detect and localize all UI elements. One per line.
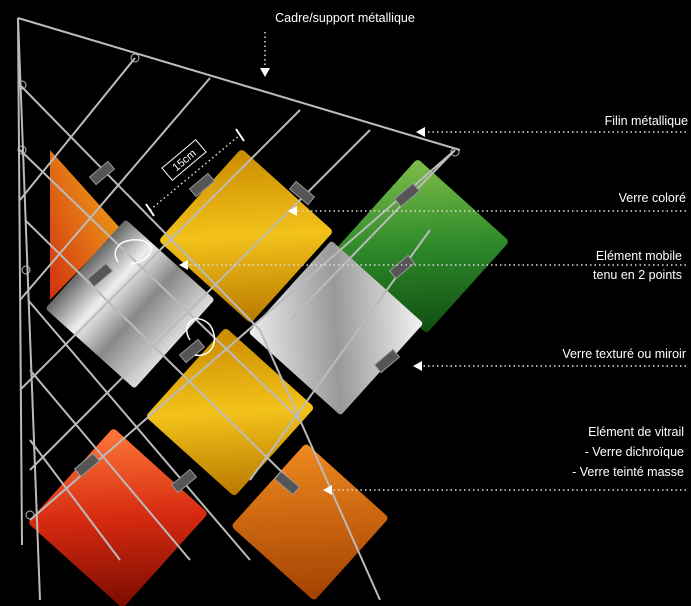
glass-orange	[232, 444, 388, 600]
label: Verre coloré	[619, 191, 686, 205]
glass-red	[29, 429, 207, 606]
glass-yellow	[160, 150, 332, 322]
glass-yellow	[146, 328, 314, 496]
frame	[17, 17, 461, 601]
label: Verre texturé ou miroir	[562, 347, 686, 361]
leaders	[179, 32, 686, 495]
label: - Verre dichroïque	[585, 445, 684, 459]
label: - Verre teinté masse	[572, 465, 684, 479]
label: Cadre/support métallique	[275, 11, 415, 25]
clips	[73, 160, 421, 496]
label: Elément de vitrail	[588, 425, 684, 439]
label: Filin métallique	[605, 114, 688, 128]
glass-textured	[46, 220, 214, 388]
rotation-arrows	[114, 239, 216, 356]
label: Elément mobile	[596, 249, 682, 263]
label: tenu en 2 points	[593, 268, 682, 282]
glass-mirror	[249, 241, 423, 415]
